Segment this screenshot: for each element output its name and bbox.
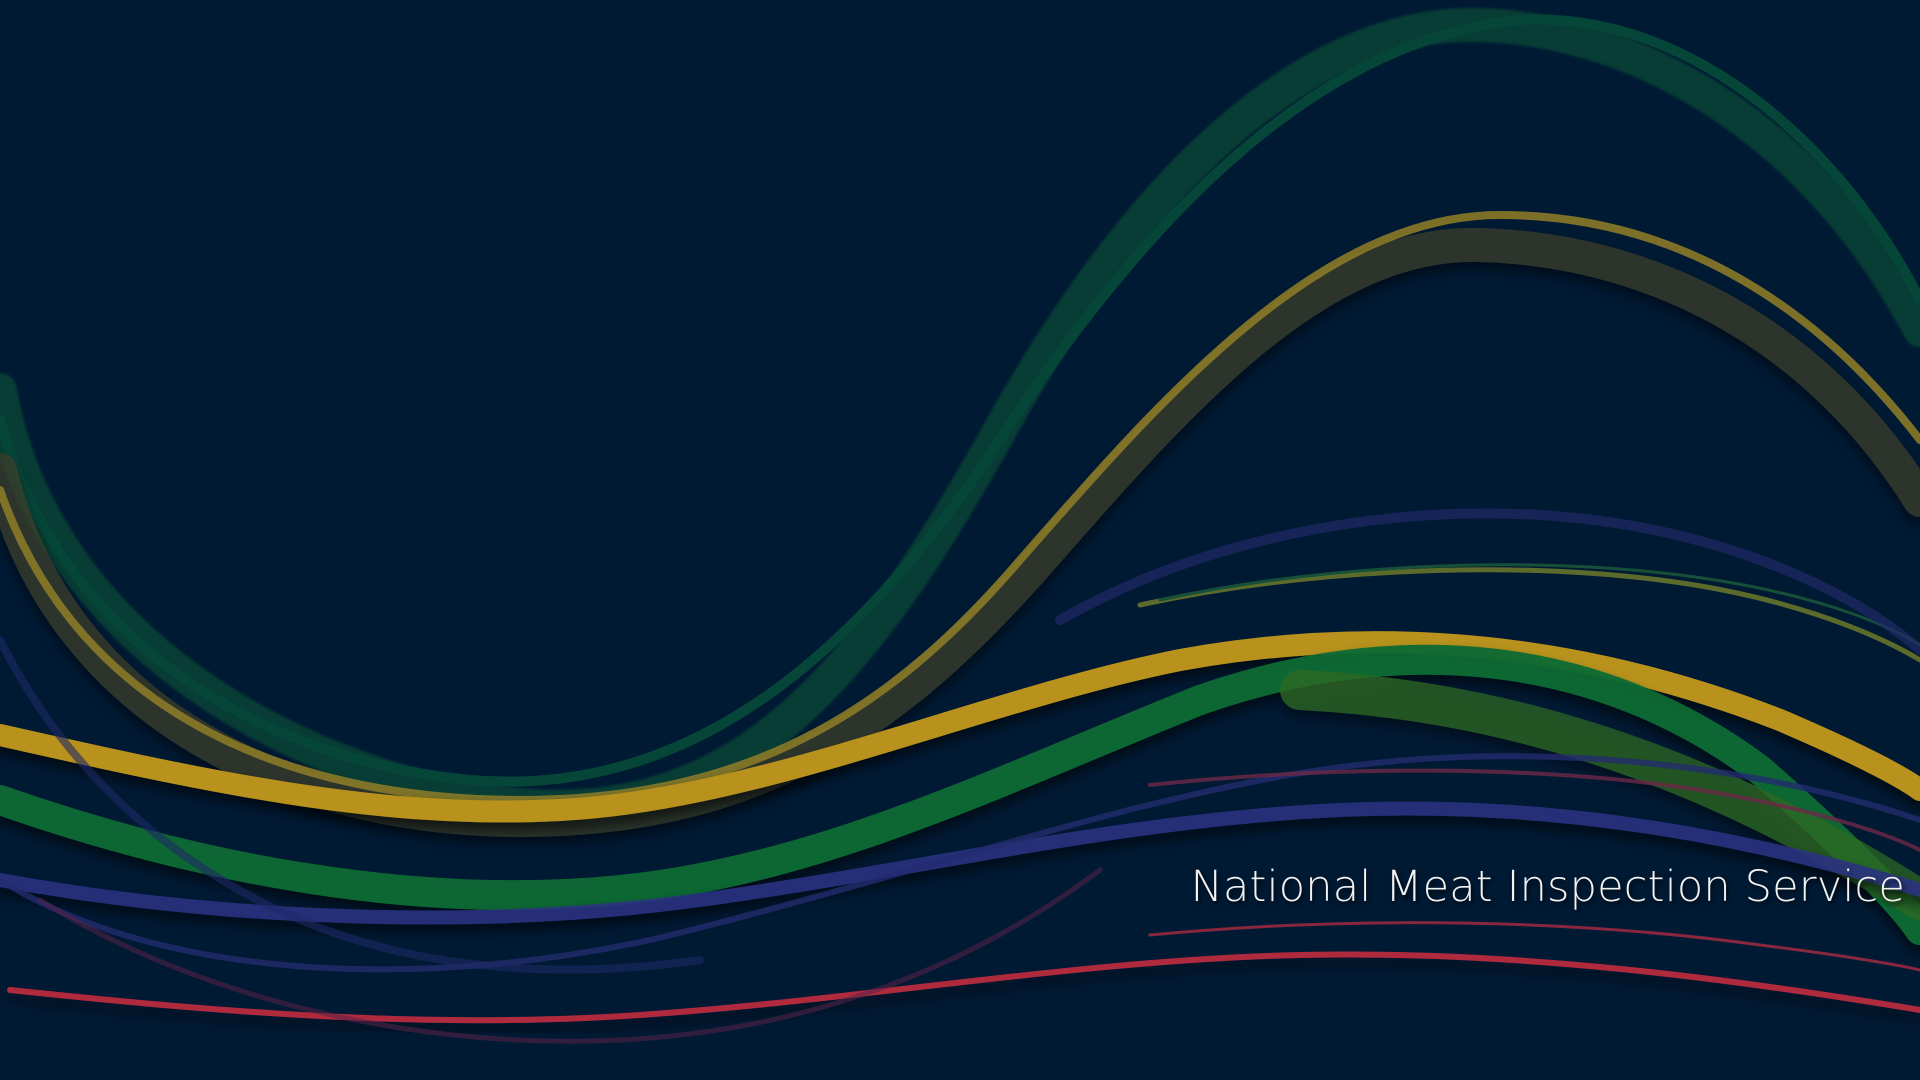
blue-ribbons [0,508,1920,974]
gold-ribbon [0,631,1920,823]
thin-gold-line [1137,563,1920,663]
green-arc-large [0,7,1920,824]
red-ribbons [7,768,1920,1044]
gold-arc-large [0,210,1920,838]
agency-name-caption: National Meat Inspection Service [1190,862,1905,912]
green-ribbon [0,644,1920,945]
